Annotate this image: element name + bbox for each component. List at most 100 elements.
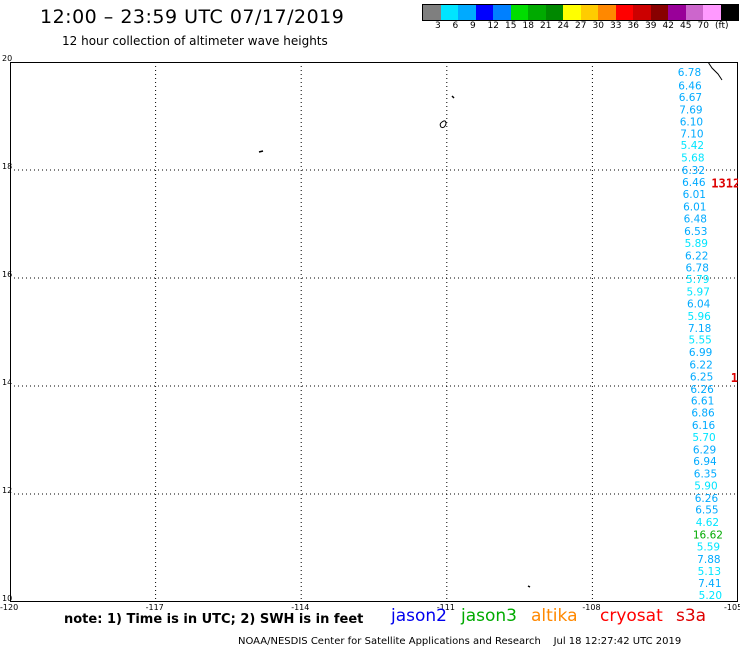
wave-height-value: 6.94 [693, 456, 717, 468]
wave-height-value: 7.41 [698, 578, 721, 590]
longitude-label: -120 [0, 603, 19, 612]
wave-height-value: 6.01 [683, 201, 706, 213]
legend-swatch [650, 5, 668, 20]
wave-height-value: 6.35 [694, 469, 717, 481]
wave-height-value: 5.89 [685, 238, 708, 250]
legend-swatch [475, 5, 493, 20]
latitude-label: 16 [2, 270, 13, 279]
legend-label: (ft) [715, 21, 729, 31]
latitude-label: 12 [2, 486, 13, 495]
legend-label: 33 [610, 21, 622, 31]
satellite-legend-jason3: jason3 [461, 606, 517, 626]
footer-note: note: 1) Time is in UTC; 2) SWH is in fe… [64, 612, 364, 627]
legend-label: 45 [680, 21, 692, 31]
latitude-label: 20 [2, 54, 13, 63]
wave-height-value: 6.46 [678, 80, 702, 92]
pass-number-label: 1311 [731, 371, 738, 385]
legend-label: 3 [435, 21, 441, 31]
wave-height-value: 6.26 [695, 493, 719, 505]
wave-height-value: 7.10 [680, 128, 703, 140]
longitude-label: -114 [291, 603, 310, 612]
pass-number-label: 1312 [711, 177, 738, 191]
wave-height-value: 16.62 [693, 530, 723, 542]
wave-height-value: 7.18 [688, 323, 711, 335]
wave-height-value: 5.20 [699, 590, 722, 602]
legend-swatch [720, 5, 738, 20]
wave-height-map: 6.786.466.677.696.107.105.425.686.326.46… [10, 62, 738, 602]
legend-label: 18 [522, 21, 534, 31]
wave-height-value: 6.86 [691, 408, 715, 420]
legend-swatch [685, 5, 703, 20]
legend-swatch [598, 5, 616, 20]
island-san-benedicto [451, 95, 455, 99]
wave-height-value: 6.53 [684, 226, 707, 238]
satellite-legend-cryosat: cryosat [600, 606, 663, 626]
wave-height-value: 6.25 [690, 371, 713, 383]
legend-swatch [703, 5, 721, 20]
legend-label: 24 [557, 21, 569, 31]
legend-label: 15 [505, 21, 517, 31]
wave-height-value: 6.61 [691, 396, 714, 408]
legend-label: 42 [662, 21, 674, 31]
wave-height-value: 5.96 [687, 311, 711, 323]
latitude-label: 10 [2, 594, 13, 603]
longitude-label: -111 [436, 603, 455, 612]
wave-height-value: 5.90 [694, 480, 717, 492]
longitude-label: -117 [145, 603, 164, 612]
island-socorro [439, 120, 447, 129]
wave-height-value: 7.88 [697, 554, 720, 566]
wave-height-value: 6.78 [678, 67, 701, 79]
latitude-label: 14 [2, 378, 13, 387]
legend-swatch [668, 5, 686, 20]
island-clarion [258, 150, 264, 153]
legend-swatch [633, 5, 651, 20]
satellite-legend-altika: altika [531, 606, 578, 626]
legend-label: 39 [645, 21, 657, 31]
map-frame [10, 62, 738, 602]
wave-height-value: 6.29 [693, 444, 716, 456]
legend-swatch [545, 5, 563, 20]
latitude-label: 18 [2, 162, 13, 171]
satellite-legend-jason2: jason2 [391, 606, 447, 626]
wave-height-value: 6.55 [695, 505, 718, 517]
wave-height-value: 5.79 [686, 274, 709, 286]
legend-swatch [580, 5, 598, 20]
color-scale-labels: 3 6 9 12 15 18 21 24 27 30 33 36 39 42 45 70 (ft) [422, 21, 740, 33]
wave-height-value: 5.55 [688, 335, 711, 347]
longitude-label: -108 [582, 603, 601, 612]
wave-height-value: 5.68 [681, 153, 704, 165]
wave-height-value: 6.16 [692, 420, 716, 432]
legend-label: 9 [470, 21, 476, 31]
legend-swatch [423, 5, 441, 20]
wave-height-value: 7.69 [679, 105, 702, 117]
wave-height-value: 6.48 [684, 214, 707, 226]
wave-height-value: 6.10 [680, 116, 703, 128]
map-subtitle: 12 hour collection of altimeter wave hei… [62, 34, 328, 48]
legend-swatch [510, 5, 528, 20]
wave-height-value: 6.01 [683, 189, 706, 201]
wave-height-value: 6.78 [686, 262, 709, 274]
coastline-mexico [707, 62, 723, 81]
wave-height-value: 5.70 [692, 432, 715, 444]
color-scale-legend [422, 4, 739, 21]
wave-height-value: 6.46 [682, 177, 706, 189]
wave-height-value: 6.26 [690, 384, 714, 396]
longitude-label: -105 [724, 603, 740, 612]
wave-height-value: 6.04 [687, 298, 711, 310]
legend-swatch [563, 5, 581, 20]
wave-height-value: 5.13 [698, 566, 721, 578]
legend-swatch [615, 5, 633, 20]
wave-height-value: 5.59 [697, 541, 720, 553]
legend-label: 21 [540, 21, 552, 31]
wave-height-value: 6.22 [689, 359, 712, 371]
satellite-legend-s3a: s3a [676, 606, 707, 626]
legend-label: 36 [627, 21, 639, 31]
wave-height-value: 5.97 [687, 287, 710, 299]
legend-label: 30 [592, 21, 604, 31]
wave-height-value: 6.99 [689, 347, 712, 359]
wave-height-value: 6.22 [685, 250, 708, 262]
legend-swatch [493, 5, 511, 20]
legend-swatch [458, 5, 476, 20]
credits-line: NOAA/NESDIS Center for Satellite Applica… [238, 636, 682, 647]
wave-height-value: 6.32 [682, 165, 705, 177]
